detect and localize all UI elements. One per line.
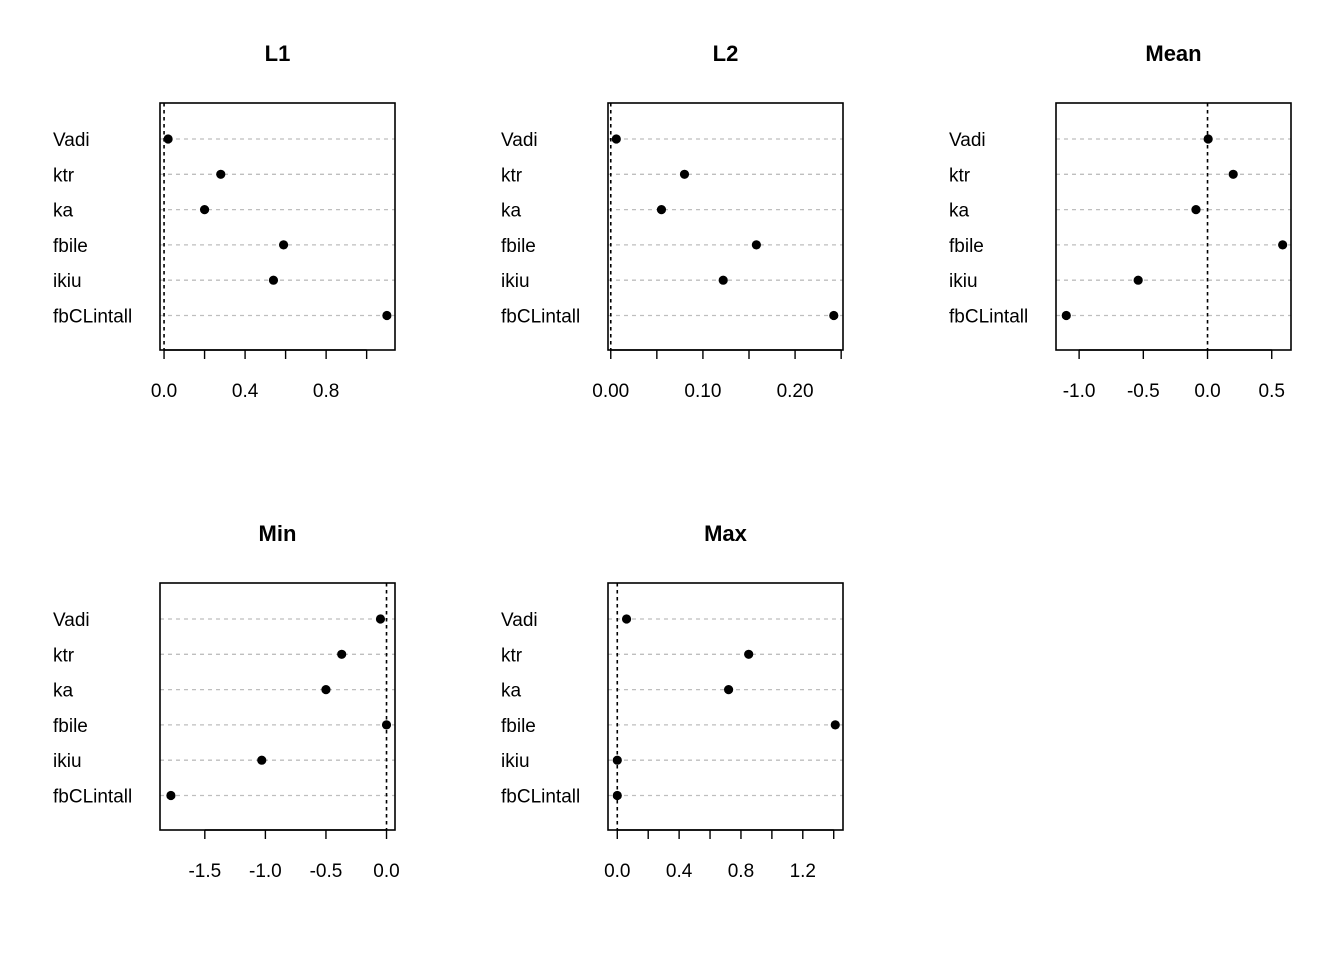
- x-tick-label: -0.5: [310, 861, 343, 882]
- category-label: ka: [53, 681, 74, 702]
- panel-4: Max Vadi ktr ka fbile ikiu fbCLintall 0.0 0.4 0.8…: [501, 521, 844, 882]
- x-tick-label: 1.2: [790, 861, 816, 882]
- data-point: [718, 275, 728, 285]
- category-label: fbile: [501, 716, 536, 737]
- category-label: fbCLintall: [501, 787, 580, 808]
- data-point: [166, 790, 176, 801]
- panel-2: Mean Vadi ktr ka fbile ikiu fbCLintall -1.0 -0.5…: [949, 41, 1292, 402]
- category-label: fbCLintall: [949, 307, 1028, 328]
- x-axis: 0.0 0.4 0.8 1.2: [604, 829, 835, 882]
- x-tick-label: -0.5: [1127, 381, 1160, 402]
- x-tick-label: 0.0: [373, 861, 399, 882]
- data-point: [830, 720, 840, 730]
- x-tick-label: -1.5: [188, 861, 221, 882]
- data-point: [337, 649, 347, 659]
- category-label: Vadi: [53, 610, 90, 631]
- data-point: [723, 685, 734, 695]
- category-label: fbile: [53, 716, 88, 737]
- x-tick-label: -1.0: [249, 861, 282, 882]
- data-point: [216, 169, 226, 179]
- category-label: ktr: [53, 645, 75, 666]
- x-tick-label: 0.0: [1194, 381, 1220, 402]
- x-tick-label: 0.0: [151, 381, 177, 402]
- x-tick-label: 0.4: [232, 381, 259, 402]
- category-label: fbCLintall: [53, 307, 132, 328]
- data-point: [751, 240, 761, 250]
- x-axis: -1.0 -0.5 0.0 0.5: [1063, 349, 1285, 402]
- x-tick-label: 0.4: [666, 861, 693, 882]
- category-label: fbCLintall: [501, 307, 580, 328]
- category-label: ka: [949, 201, 970, 222]
- category-label: Vadi: [949, 130, 986, 151]
- x-tick-label: 0.5: [1259, 381, 1285, 402]
- category-label: Vadi: [53, 130, 90, 151]
- panel-0: L1 Vadi ktr ka fbile ikiu fbCLintall 0.0 0.4 0.8: [53, 41, 396, 402]
- x-tick-label: 0.00: [592, 381, 629, 402]
- x-tick-label: 0.20: [777, 381, 814, 402]
- data-point: [199, 205, 210, 215]
- data-point: [611, 134, 621, 144]
- data-point: [278, 240, 289, 250]
- category-label: ka: [53, 201, 74, 222]
- data-point: [321, 685, 331, 695]
- data-point: [744, 649, 754, 659]
- category-label: ikiu: [501, 751, 530, 772]
- data-point: [381, 720, 392, 730]
- panel-title: L2: [713, 41, 739, 66]
- panel-title: Max: [704, 521, 748, 546]
- data-point: [1278, 240, 1288, 250]
- data-point: [829, 310, 839, 321]
- x-tick-label: 0.8: [728, 861, 754, 882]
- data-point: [1191, 205, 1201, 215]
- category-label: ktr: [949, 165, 971, 186]
- data-point: [1228, 169, 1238, 179]
- data-point: [656, 205, 667, 215]
- data-point: [679, 169, 690, 179]
- data-point: [1203, 134, 1213, 144]
- x-axis: -1.5 -1.0 -0.5 0.0: [188, 829, 400, 882]
- plot-frame: [1055, 102, 1292, 351]
- data-point: [268, 275, 279, 285]
- data-point: [621, 614, 632, 624]
- category-label: ikiu: [53, 751, 82, 772]
- category-label: fbCLintall: [53, 787, 132, 808]
- plot-frame: [159, 582, 396, 831]
- data-point: [1061, 310, 1071, 321]
- data-point: [257, 755, 267, 765]
- data-point: [612, 755, 622, 765]
- panel-title: L1: [265, 41, 291, 66]
- plot-frame: [607, 102, 844, 351]
- category-label: ktr: [501, 645, 523, 666]
- category-label: Vadi: [501, 130, 538, 151]
- data-point: [375, 614, 386, 624]
- data-point: [382, 310, 392, 321]
- x-tick-label: 0.0: [604, 861, 630, 882]
- category-label: ktr: [501, 165, 523, 186]
- panel-title: Mean: [1145, 41, 1201, 66]
- panel-title: Min: [259, 521, 297, 546]
- category-label: ikiu: [949, 271, 978, 292]
- x-tick-label: -1.0: [1063, 381, 1096, 402]
- data-point: [1133, 275, 1143, 285]
- category-label: fbile: [501, 236, 536, 257]
- category-label: ikiu: [53, 271, 82, 292]
- category-label: ikiu: [501, 271, 530, 292]
- category-label: ktr: [53, 165, 75, 186]
- x-axis: 0.00 0.10 0.20: [592, 349, 842, 402]
- x-axis: 0.0 0.4 0.8: [151, 349, 368, 402]
- category-label: Vadi: [501, 610, 538, 631]
- category-label: fbile: [949, 236, 984, 257]
- data-point: [612, 790, 622, 801]
- category-label: ka: [501, 201, 522, 222]
- category-label: ka: [501, 681, 522, 702]
- plot-frame: [607, 582, 844, 831]
- x-tick-label: 0.10: [684, 381, 721, 402]
- x-tick-label: 0.8: [313, 381, 339, 402]
- data-point: [163, 134, 173, 144]
- plot-frame: [159, 102, 396, 351]
- category-label: fbile: [53, 236, 88, 257]
